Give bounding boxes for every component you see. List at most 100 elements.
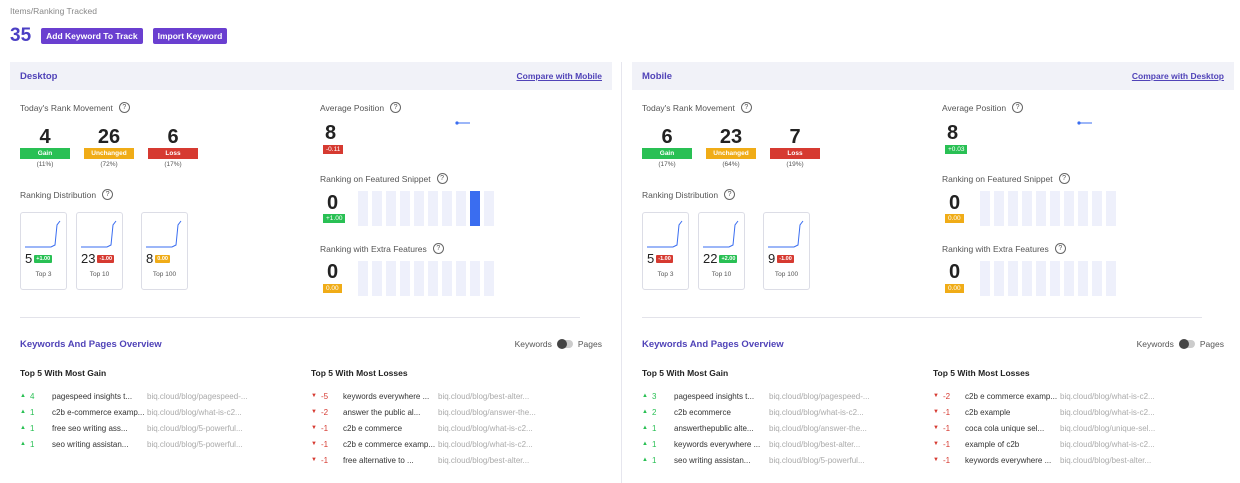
featured-snippet-bars [358,191,494,226]
help-icon[interactable]: ? [432,243,444,254]
top10-delta: -1.00 [97,254,115,263]
extra-bar [414,261,424,296]
extra-bar [1092,261,1102,296]
caret-up-icon: ▲ [20,441,26,447]
page-url[interactable]: biq.cloud/blog/best-alter... [769,439,861,449]
list-item[interactable]: ▼ -1 example of c2b biq.cloud/blog/what-is-… [933,436,1165,452]
page-url[interactable]: biq.cloud/blog/answer-the... [438,407,536,417]
list-item[interactable]: ▲ 1 c2b e-commerce examp... biq.cloud/blog/… [20,404,252,420]
help-icon[interactable]: ? [1058,173,1070,184]
top10-card: 23 -1.00 Top 10 [76,212,123,290]
caret-up-icon: ▲ [20,393,26,399]
list-item[interactable]: ▼ -2 answer the public al... biq.cloud/blog… [311,404,543,420]
keyword[interactable]: c2b ecommerce [674,407,731,417]
keyword[interactable]: c2b e commerce [343,423,403,433]
page-url[interactable]: biq.cloud/blog/best-alter... [438,455,530,465]
snippet-bar [994,191,1004,226]
list-item[interactable]: ▼ -1 coca cola unique sel... biq.cloud/blog… [933,420,1165,436]
keyword[interactable]: answer the public al... [343,407,421,417]
keyword[interactable]: c2b example [965,407,1011,417]
avg-position-value: 8 [947,122,959,144]
page-url[interactable]: biq.cloud/blog/pagespeed-... [147,391,248,401]
list-item[interactable]: ▼ -1 c2b e commerce biq.cloud/blog/what-is-… [311,420,543,436]
keyword[interactable]: seo writing assistan... [52,439,129,449]
toggle-switch[interactable] [556,339,573,349]
help-icon[interactable]: ? [102,189,114,200]
page-url[interactable]: biq.cloud/blog/5-powerful... [147,439,243,449]
list-item[interactable]: ▼ -1 keywords everywhere ... biq.cloud/blog… [933,452,1165,468]
toggle-keywords-label: Keywords [514,339,552,349]
top3-label: Top 3 [35,271,52,278]
keyword[interactable]: pagespeed insights t... [674,391,755,401]
keyword[interactable]: coca cola unique sel... [965,423,1045,433]
import-keyword-button[interactable]: Import Keyword [152,27,228,44]
most-losses-list: ▼ -5 keywords everywhere ... biq.cloud/blog… [311,388,543,468]
toggle-switch[interactable] [1178,339,1195,349]
list-item[interactable]: ▲ 1 free seo writing ass... biq.cloud/blog/… [20,420,252,436]
avg-position-delta: +0.03 [945,145,968,154]
compare-link[interactable]: Compare with Desktop [1131,71,1224,81]
page-url[interactable]: biq.cloud/blog/what-is-c2... [1060,407,1155,417]
add-keyword-button[interactable]: Add Keyword To Track [41,27,143,44]
snippet-bar [414,191,424,226]
loss-tag: Loss [770,148,820,159]
help-icon[interactable]: ? [724,189,736,200]
help-icon[interactable]: ? [740,102,752,113]
keyword[interactable]: keywords everywhere ... [343,391,430,401]
snippet-bar [470,191,480,226]
list-item[interactable]: ▼ -1 free alternative to ... biq.cloud/blog… [311,452,543,468]
list-item[interactable]: ▲ 4 pagespeed insights t... biq.cloud/blog/… [20,388,252,404]
keyword[interactable]: c2b e-commerce examp... [52,407,145,417]
rank-delta: -1 [943,423,951,433]
extra-bar [386,261,396,296]
list-item[interactable]: ▲ 1 seo writing assistan... biq.cloud/blog/… [642,452,874,468]
page-url[interactable]: biq.cloud/blog/unique-sel... [1060,423,1156,433]
page-url[interactable]: biq.cloud/blog/what-is-c2... [438,439,533,449]
list-item[interactable]: ▲ 2 c2b ecommerce biq.cloud/blog/what-is-c2… [642,404,874,420]
page-url[interactable]: biq.cloud/blog/5-powerful... [147,423,243,433]
keyword[interactable]: free alternative to ... [343,455,414,465]
page-url[interactable]: biq.cloud/blog/what-is-c2... [769,407,864,417]
page-url[interactable]: biq.cloud/blog/5-powerful... [769,455,865,465]
keyword[interactable]: example of c2b [965,439,1020,449]
page-url[interactable]: biq.cloud/blog/best-alter... [1060,455,1152,465]
list-item[interactable]: ▲ 3 pagespeed insights t... biq.cloud/blog/… [642,388,874,404]
help-icon[interactable]: ? [1012,102,1024,113]
top3-count: 5 [25,251,33,266]
top10-sparkline [703,220,739,248]
list-item[interactable]: ▼ -1 c2b e commerce examp... biq.cloud/blog… [311,436,543,452]
keyword[interactable]: pagespeed insights t... [52,391,133,401]
list-item[interactable]: ▼ -2 c2b e commerce examp... biq.cloud/blog… [933,388,1165,404]
compare-link[interactable]: Compare with Mobile [516,71,602,81]
rank-delta: -1 [943,407,951,417]
top3-row: 5 -1.00 [647,251,673,266]
keyword[interactable]: seo writing assistan... [674,455,751,465]
help-icon[interactable]: ? [436,173,448,184]
page-url[interactable]: biq.cloud/blog/what-is-c2... [1060,391,1155,401]
extra-bar [400,261,410,296]
list-item[interactable]: ▼ -5 keywords everywhere ... biq.cloud/blog… [311,388,543,404]
breadcrumb: Items/Ranking Tracked [10,6,97,16]
caret-down-icon: ▼ [311,457,317,463]
keyword[interactable]: c2b e commerce examp... [965,391,1058,401]
help-icon[interactable]: ? [390,102,402,113]
gain-tag: Gain [642,148,692,159]
page-url[interactable]: biq.cloud/blog/best-alter... [438,391,530,401]
help-icon[interactable]: ? [1054,243,1066,254]
caret-down-icon: ▼ [311,425,317,431]
keyword[interactable]: keywords everywhere ... [674,439,761,449]
list-item[interactable]: ▲ 1 answerthepublic alte... biq.cloud/blog/… [642,420,874,436]
keyword[interactable]: answerthepublic alte... [674,423,754,433]
page-url[interactable]: biq.cloud/blog/pagespeed-... [769,391,870,401]
help-icon[interactable]: ? [118,102,130,113]
page-url[interactable]: biq.cloud/blog/what-is-c2... [1060,439,1155,449]
page-url[interactable]: biq.cloud/blog/what-is-c2... [438,423,533,433]
page-url[interactable]: biq.cloud/blog/what-is-c2... [147,407,242,417]
keyword[interactable]: free seo writing ass... [52,423,128,433]
keyword[interactable]: c2b e commerce examp... [343,439,436,449]
list-item[interactable]: ▲ 1 seo writing assistan... biq.cloud/blog/… [20,436,252,452]
list-item[interactable]: ▲ 1 keywords everywhere ... biq.cloud/blog/… [642,436,874,452]
page-url[interactable]: biq.cloud/blog/answer-the... [769,423,867,433]
list-item[interactable]: ▼ -1 c2b example biq.cloud/blog/what-is-c2.… [933,404,1165,420]
keyword[interactable]: keywords everywhere ... [965,455,1052,465]
